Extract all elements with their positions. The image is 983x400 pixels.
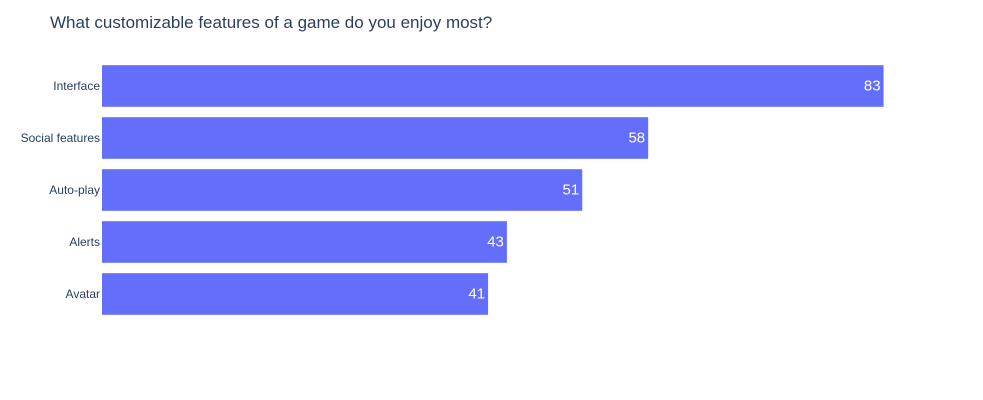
y-tick-label: Social features xyxy=(21,131,100,145)
bar-interface xyxy=(102,65,884,107)
bar-value-label: 58 xyxy=(628,130,645,147)
y-tick-label: Auto-play xyxy=(49,183,100,197)
bar-value-label: 51 xyxy=(563,182,580,199)
y-tick-label: Interface xyxy=(53,79,100,93)
bar-value-label: 83 xyxy=(864,78,881,95)
bar-value-labels: 83 58 51 43 41 xyxy=(468,78,880,303)
bar-avatar xyxy=(102,273,489,315)
y-tick-labels: Interface Social features Auto-play Alerts A… xyxy=(21,79,101,301)
chart-title: What customizable features of a game do … xyxy=(50,13,493,32)
bar-value-label: 41 xyxy=(468,286,485,303)
bars-layer xyxy=(102,65,884,315)
y-tick-label: Avatar xyxy=(66,287,100,301)
bar-alerts xyxy=(102,221,507,263)
bar-auto-play xyxy=(102,169,583,211)
bar-social-features xyxy=(102,117,649,159)
bar-value-label: 43 xyxy=(487,234,504,251)
y-tick-label: Alerts xyxy=(69,235,100,249)
